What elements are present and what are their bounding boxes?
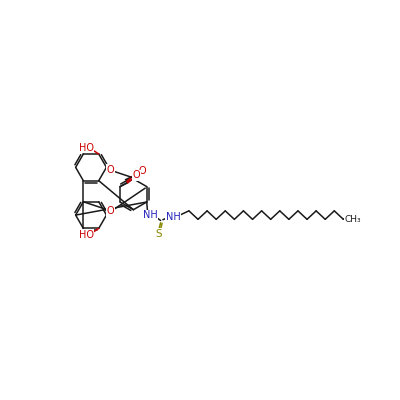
Text: S: S [155, 228, 162, 238]
Text: O: O [132, 170, 140, 180]
Text: NH: NH [166, 212, 180, 222]
Text: O: O [106, 206, 114, 216]
Text: O: O [106, 165, 114, 175]
Text: O: O [139, 166, 146, 176]
Text: NH: NH [143, 210, 158, 220]
Text: HO: HO [79, 143, 94, 153]
Text: HO: HO [79, 230, 94, 240]
Text: CH₃: CH₃ [344, 215, 361, 224]
